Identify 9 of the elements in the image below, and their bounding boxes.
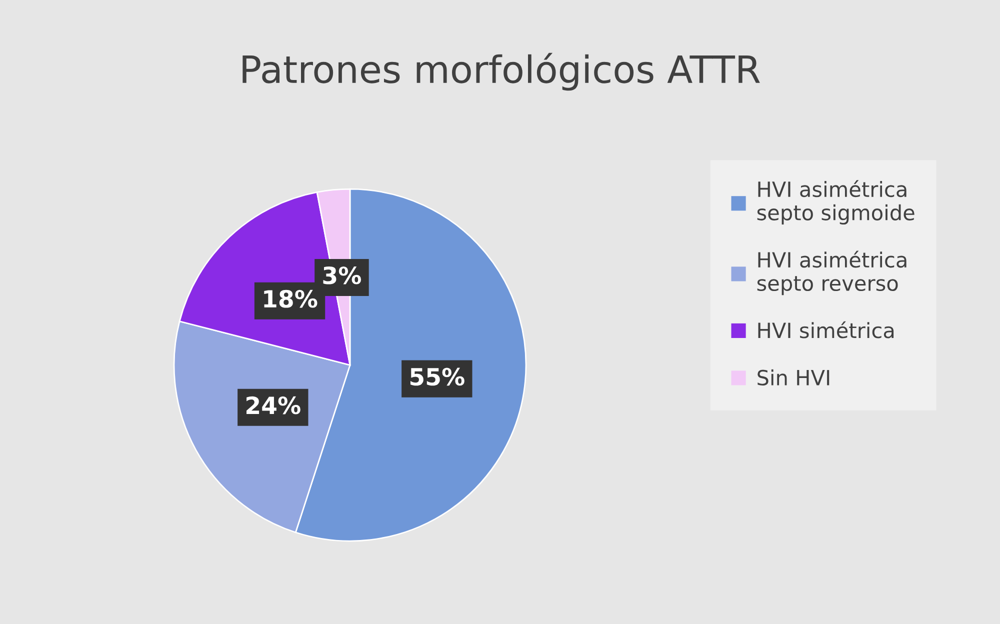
data-label: 3% bbox=[323, 266, 362, 284]
legend-label: HVI asimétrica septo reverso bbox=[757, 250, 906, 296]
data-label: 24% bbox=[246, 396, 300, 414]
legend-label: HVI simétrica bbox=[758, 321, 894, 338]
legend-label: HVI asimétrica septo sigmoide bbox=[757, 180, 914, 224]
legend-label: Sin HVI bbox=[758, 369, 830, 386]
data-label: 55% bbox=[410, 368, 464, 386]
data-label: 18% bbox=[264, 290, 318, 308]
chart-title: Patrones morfológicos ATTR bbox=[242, 52, 760, 91]
